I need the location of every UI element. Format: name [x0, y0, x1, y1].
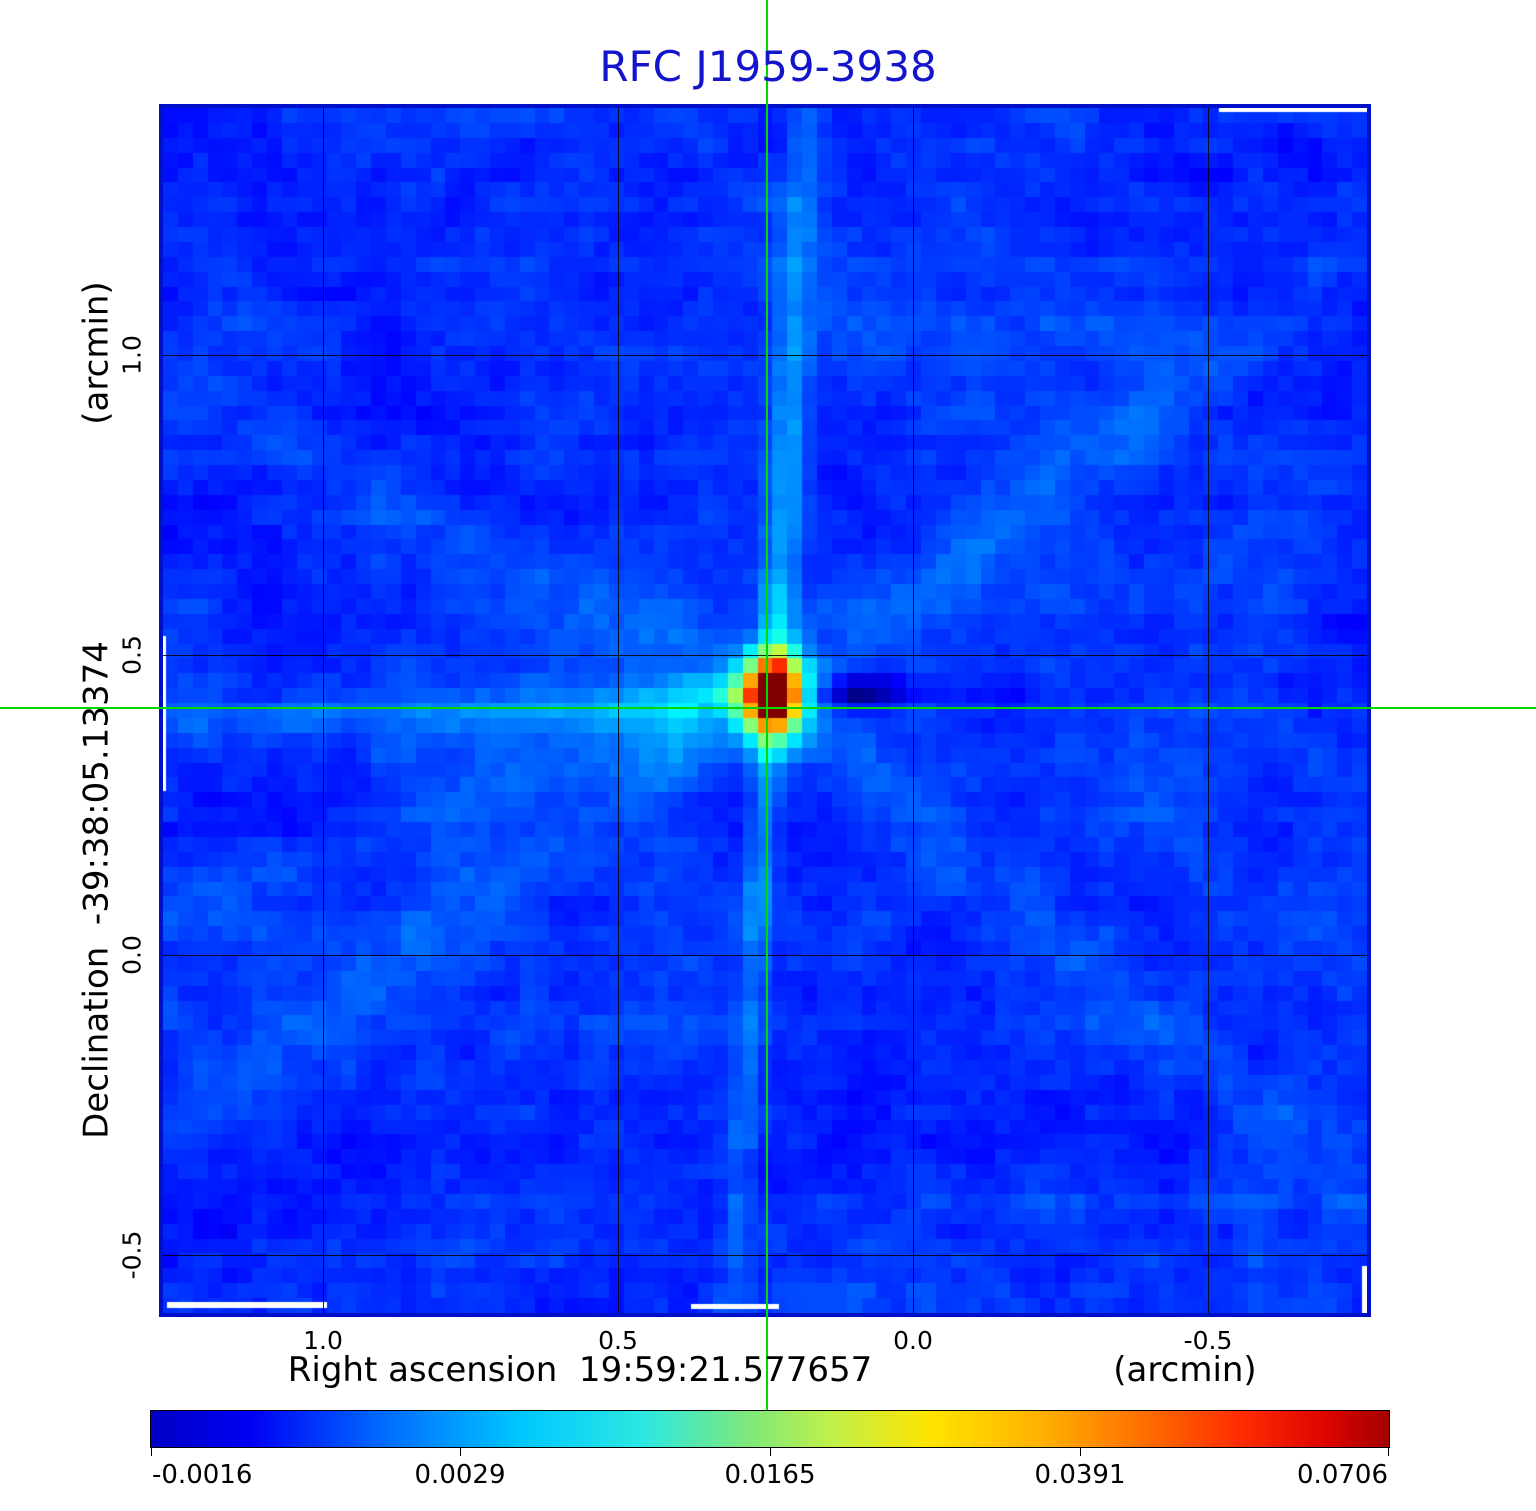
y-tick-label: 1.0 [117, 335, 147, 375]
colorbar-tick [770, 1448, 771, 1456]
y-axis-title: Declination -39:38:05.13374 [76, 641, 117, 1139]
gridline-vertical [913, 108, 914, 1313]
colorbar-tick-label: 0.0706 [1297, 1460, 1388, 1490]
gridline-horizontal [163, 355, 1367, 356]
x-tick-label: -0.5 [1183, 1326, 1233, 1355]
y-axis-unit-label: (arcmin) [76, 281, 117, 425]
colorbar-tick [1388, 1448, 1389, 1456]
gridline-horizontal [163, 655, 1367, 656]
gridline-horizontal [163, 955, 1367, 956]
y-tick-label: 0.0 [117, 935, 147, 975]
colorbar-tick-label: 0.0029 [414, 1460, 506, 1490]
colorbar-tick [151, 1448, 152, 1456]
sky-image-canvas [163, 108, 1367, 1313]
colorbar-tick [1080, 1448, 1081, 1456]
colorbar-gradient [150, 1410, 1390, 1448]
colorbar-tick-label: 0.0391 [1034, 1460, 1126, 1490]
colorbar-tick-label: -0.0016 [152, 1460, 253, 1490]
figure-title: RFC J1959-3938 [599, 42, 937, 91]
x-axis-unit-label: (arcmin) [1113, 1350, 1257, 1390]
crosshair-horizontal-line [0, 707, 1536, 709]
x-axis-title: Right ascension 19:59:21.577657 [287, 1350, 873, 1390]
gridline-vertical [618, 108, 619, 1313]
x-tick-label: 1.0 [303, 1326, 343, 1355]
plot-frame [159, 104, 1371, 1317]
gridline-vertical [323, 108, 324, 1313]
y-tick-label: -0.5 [117, 1230, 147, 1280]
x-tick-label: 0.0 [893, 1326, 933, 1355]
y-tick-label: 0.5 [117, 635, 147, 675]
grid-overlay [163, 108, 1367, 1313]
colorbar-tick-label: 0.0165 [724, 1460, 816, 1490]
crosshair-vertical-line [766, 0, 768, 1410]
gridline-horizontal [163, 1255, 1367, 1256]
colorbar-tick [460, 1448, 461, 1456]
gridline-vertical [1208, 108, 1209, 1313]
x-tick-label: 0.5 [598, 1326, 638, 1355]
